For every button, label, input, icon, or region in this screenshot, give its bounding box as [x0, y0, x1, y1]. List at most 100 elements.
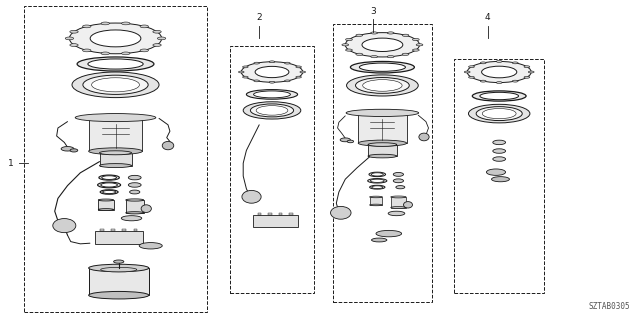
Ellipse shape — [128, 175, 141, 180]
Ellipse shape — [52, 219, 76, 233]
Ellipse shape — [243, 102, 301, 119]
Ellipse shape — [100, 190, 118, 194]
Ellipse shape — [419, 133, 429, 141]
Ellipse shape — [346, 49, 353, 51]
Ellipse shape — [512, 80, 518, 82]
Ellipse shape — [70, 44, 78, 46]
Ellipse shape — [140, 49, 148, 52]
Ellipse shape — [472, 91, 526, 101]
Ellipse shape — [402, 53, 409, 55]
Ellipse shape — [70, 149, 78, 152]
Bar — [88, 118, 142, 151]
Ellipse shape — [367, 179, 387, 183]
Ellipse shape — [122, 22, 130, 25]
Ellipse shape — [356, 77, 410, 93]
Ellipse shape — [358, 110, 406, 116]
Ellipse shape — [76, 114, 156, 122]
Ellipse shape — [253, 91, 291, 98]
Ellipse shape — [486, 169, 506, 175]
Ellipse shape — [300, 71, 305, 73]
Ellipse shape — [363, 80, 402, 91]
Ellipse shape — [141, 205, 151, 212]
Bar — [333, 24, 432, 302]
Ellipse shape — [358, 140, 406, 146]
Ellipse shape — [512, 62, 518, 64]
Ellipse shape — [83, 25, 91, 28]
Ellipse shape — [390, 196, 406, 198]
Text: 2: 2 — [257, 13, 262, 22]
Ellipse shape — [483, 108, 516, 119]
Bar — [253, 215, 298, 227]
Ellipse shape — [371, 179, 384, 182]
Ellipse shape — [371, 56, 378, 58]
Ellipse shape — [140, 25, 148, 28]
Bar — [368, 145, 397, 156]
Ellipse shape — [246, 90, 298, 99]
Ellipse shape — [347, 140, 353, 143]
Ellipse shape — [372, 186, 383, 188]
Bar — [390, 197, 406, 208]
Ellipse shape — [296, 76, 301, 78]
Bar — [24, 6, 207, 312]
Ellipse shape — [88, 114, 143, 121]
Ellipse shape — [100, 164, 132, 168]
Ellipse shape — [122, 52, 130, 55]
Ellipse shape — [101, 183, 117, 187]
Ellipse shape — [524, 76, 530, 78]
Ellipse shape — [468, 76, 474, 78]
Ellipse shape — [285, 80, 290, 82]
Ellipse shape — [340, 138, 351, 142]
Ellipse shape — [346, 33, 420, 57]
Ellipse shape — [388, 211, 405, 216]
Bar — [134, 229, 138, 231]
Ellipse shape — [524, 66, 530, 68]
Text: SZTAB0305: SZTAB0305 — [589, 302, 630, 311]
Ellipse shape — [70, 30, 78, 33]
Bar — [98, 200, 114, 210]
Ellipse shape — [468, 66, 474, 68]
Ellipse shape — [83, 75, 148, 94]
Ellipse shape — [362, 38, 403, 52]
Ellipse shape — [396, 186, 405, 189]
Ellipse shape — [77, 57, 154, 71]
Ellipse shape — [330, 206, 351, 219]
Ellipse shape — [65, 37, 74, 40]
Ellipse shape — [100, 267, 137, 272]
Ellipse shape — [346, 38, 353, 41]
Ellipse shape — [72, 72, 159, 98]
Bar — [111, 229, 115, 231]
Ellipse shape — [393, 172, 404, 176]
Bar — [278, 213, 282, 215]
Ellipse shape — [88, 148, 143, 155]
Ellipse shape — [114, 260, 124, 263]
Ellipse shape — [92, 78, 140, 92]
Ellipse shape — [128, 183, 141, 187]
Ellipse shape — [347, 75, 419, 96]
Ellipse shape — [371, 173, 383, 176]
Ellipse shape — [480, 62, 486, 64]
Ellipse shape — [125, 199, 144, 201]
Ellipse shape — [342, 44, 349, 46]
Ellipse shape — [360, 63, 406, 71]
Ellipse shape — [100, 151, 132, 155]
Ellipse shape — [98, 199, 114, 201]
Ellipse shape — [492, 177, 509, 182]
Bar — [258, 213, 261, 215]
Ellipse shape — [480, 80, 486, 82]
Ellipse shape — [402, 34, 409, 36]
Text: 3: 3 — [371, 7, 376, 16]
Ellipse shape — [239, 71, 244, 73]
Ellipse shape — [242, 190, 261, 203]
Ellipse shape — [102, 176, 116, 180]
Ellipse shape — [61, 147, 74, 151]
Ellipse shape — [387, 32, 394, 34]
Ellipse shape — [83, 49, 91, 52]
Text: 4: 4 — [485, 13, 490, 22]
Bar — [454, 59, 544, 293]
Ellipse shape — [125, 212, 144, 214]
Ellipse shape — [157, 37, 166, 40]
Ellipse shape — [528, 71, 534, 73]
Ellipse shape — [480, 92, 518, 100]
Ellipse shape — [376, 230, 402, 237]
Ellipse shape — [241, 62, 303, 82]
